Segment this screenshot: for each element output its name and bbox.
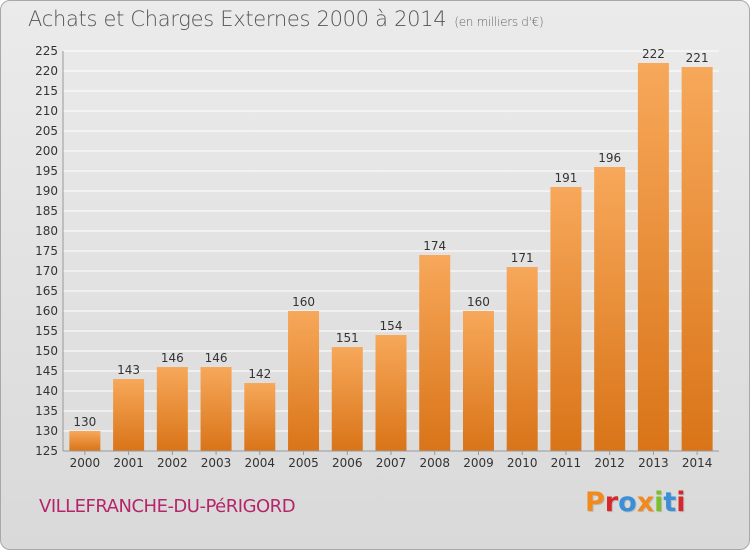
x-tick-label: 2014: [682, 456, 713, 470]
y-tick-label: 130: [35, 424, 58, 438]
brand-letter: P: [585, 487, 605, 518]
y-tick-label: 205: [35, 124, 58, 138]
x-tick-label: 2011: [551, 456, 582, 470]
brand-letter: i: [676, 487, 686, 518]
data-label: 221: [686, 51, 709, 65]
x-axis: 2000 2001 2002 2003 2004 2005 2006 2007 2008 2009…: [70, 451, 713, 470]
bar: [288, 311, 320, 451]
bar: [156, 367, 188, 451]
bar: [375, 335, 407, 451]
y-tick-label: 225: [35, 44, 58, 58]
bar: [637, 63, 669, 451]
data-label: 171: [511, 251, 534, 265]
data-label: 151: [336, 331, 359, 345]
data-label: 160: [292, 295, 315, 309]
x-tick-label: 2005: [288, 456, 319, 470]
bar: [594, 167, 626, 451]
x-tick-label: 2004: [245, 456, 276, 470]
bar: [462, 311, 494, 451]
x-tick-label: 2013: [638, 456, 669, 470]
x-tick-label: 2001: [113, 456, 144, 470]
bar: [681, 67, 713, 451]
data-labels: 130 143 146 146 142 160 151 154 174 160 171 191 196 2…: [73, 47, 708, 429]
brand-letter: o: [618, 487, 637, 518]
data-label: 191: [554, 171, 577, 185]
chart-subtitle: (en milliers d'€): [454, 15, 544, 29]
bar: [331, 347, 363, 451]
data-label: 146: [161, 351, 184, 365]
y-tick-label: 215: [35, 84, 58, 98]
data-label: 196: [598, 151, 621, 165]
y-tick-label: 150: [35, 344, 58, 358]
data-label: 222: [642, 47, 665, 61]
x-tick-label: 2003: [201, 456, 232, 470]
y-tick-label: 135: [35, 404, 58, 418]
x-tick-label: 2007: [376, 456, 407, 470]
data-label: 174: [423, 239, 446, 253]
bar: [69, 431, 101, 451]
y-tick-label: 155: [35, 324, 58, 338]
x-tick-label: 2008: [419, 456, 450, 470]
brand-letter: t: [663, 487, 677, 518]
data-label: 142: [248, 367, 271, 381]
y-tick-label: 160: [35, 304, 58, 318]
y-tick-label: 170: [35, 264, 58, 278]
chart-title: Achats et Charges Externes 2000 à 2014 (e…: [28, 7, 544, 31]
data-label: 130: [73, 415, 96, 429]
data-label: 154: [380, 319, 403, 333]
y-tick-label: 145: [35, 364, 58, 378]
y-tick-label: 210: [35, 104, 58, 118]
y-axis: 125 130 135 140 145 150 155 160 165 170 175 180 185 1…: [35, 44, 719, 458]
x-tick-label: 2006: [332, 456, 363, 470]
x-tick-label: 2012: [594, 456, 625, 470]
y-tick-label: 185: [35, 204, 58, 218]
x-tick-label: 2002: [157, 456, 188, 470]
data-label: 146: [205, 351, 228, 365]
brand-letter: i: [654, 487, 664, 518]
brand-logo: Proxiti: [585, 487, 686, 518]
bar: [506, 267, 538, 451]
y-tick-label: 220: [35, 64, 58, 78]
x-tick-label: 2010: [507, 456, 538, 470]
y-tick-label: 175: [35, 244, 58, 258]
x-tick-label: 2000: [70, 456, 101, 470]
place-name: VILLEFRANCHE-DU-PéRIGORD: [39, 496, 296, 517]
chart-title-text: Achats et Charges Externes 2000 à 2014: [28, 7, 447, 31]
bar: [419, 255, 451, 451]
bar: [244, 383, 276, 451]
y-tick-label: 165: [35, 284, 58, 298]
y-tick-label: 190: [35, 184, 58, 198]
bar: [200, 367, 232, 451]
data-label: 143: [117, 363, 140, 377]
y-tick-label: 125: [35, 444, 58, 458]
y-tick-label: 195: [35, 164, 58, 178]
x-tick-label: 2009: [463, 456, 494, 470]
y-tick-label: 180: [35, 224, 58, 238]
data-label: 160: [467, 295, 490, 309]
bar: [550, 187, 582, 451]
y-tick-label: 140: [35, 384, 58, 398]
y-tick-label: 200: [35, 144, 58, 158]
bars: [69, 63, 713, 451]
brand-letter: x: [636, 487, 655, 518]
bar: [113, 379, 145, 451]
brand-letter: r: [604, 487, 619, 518]
